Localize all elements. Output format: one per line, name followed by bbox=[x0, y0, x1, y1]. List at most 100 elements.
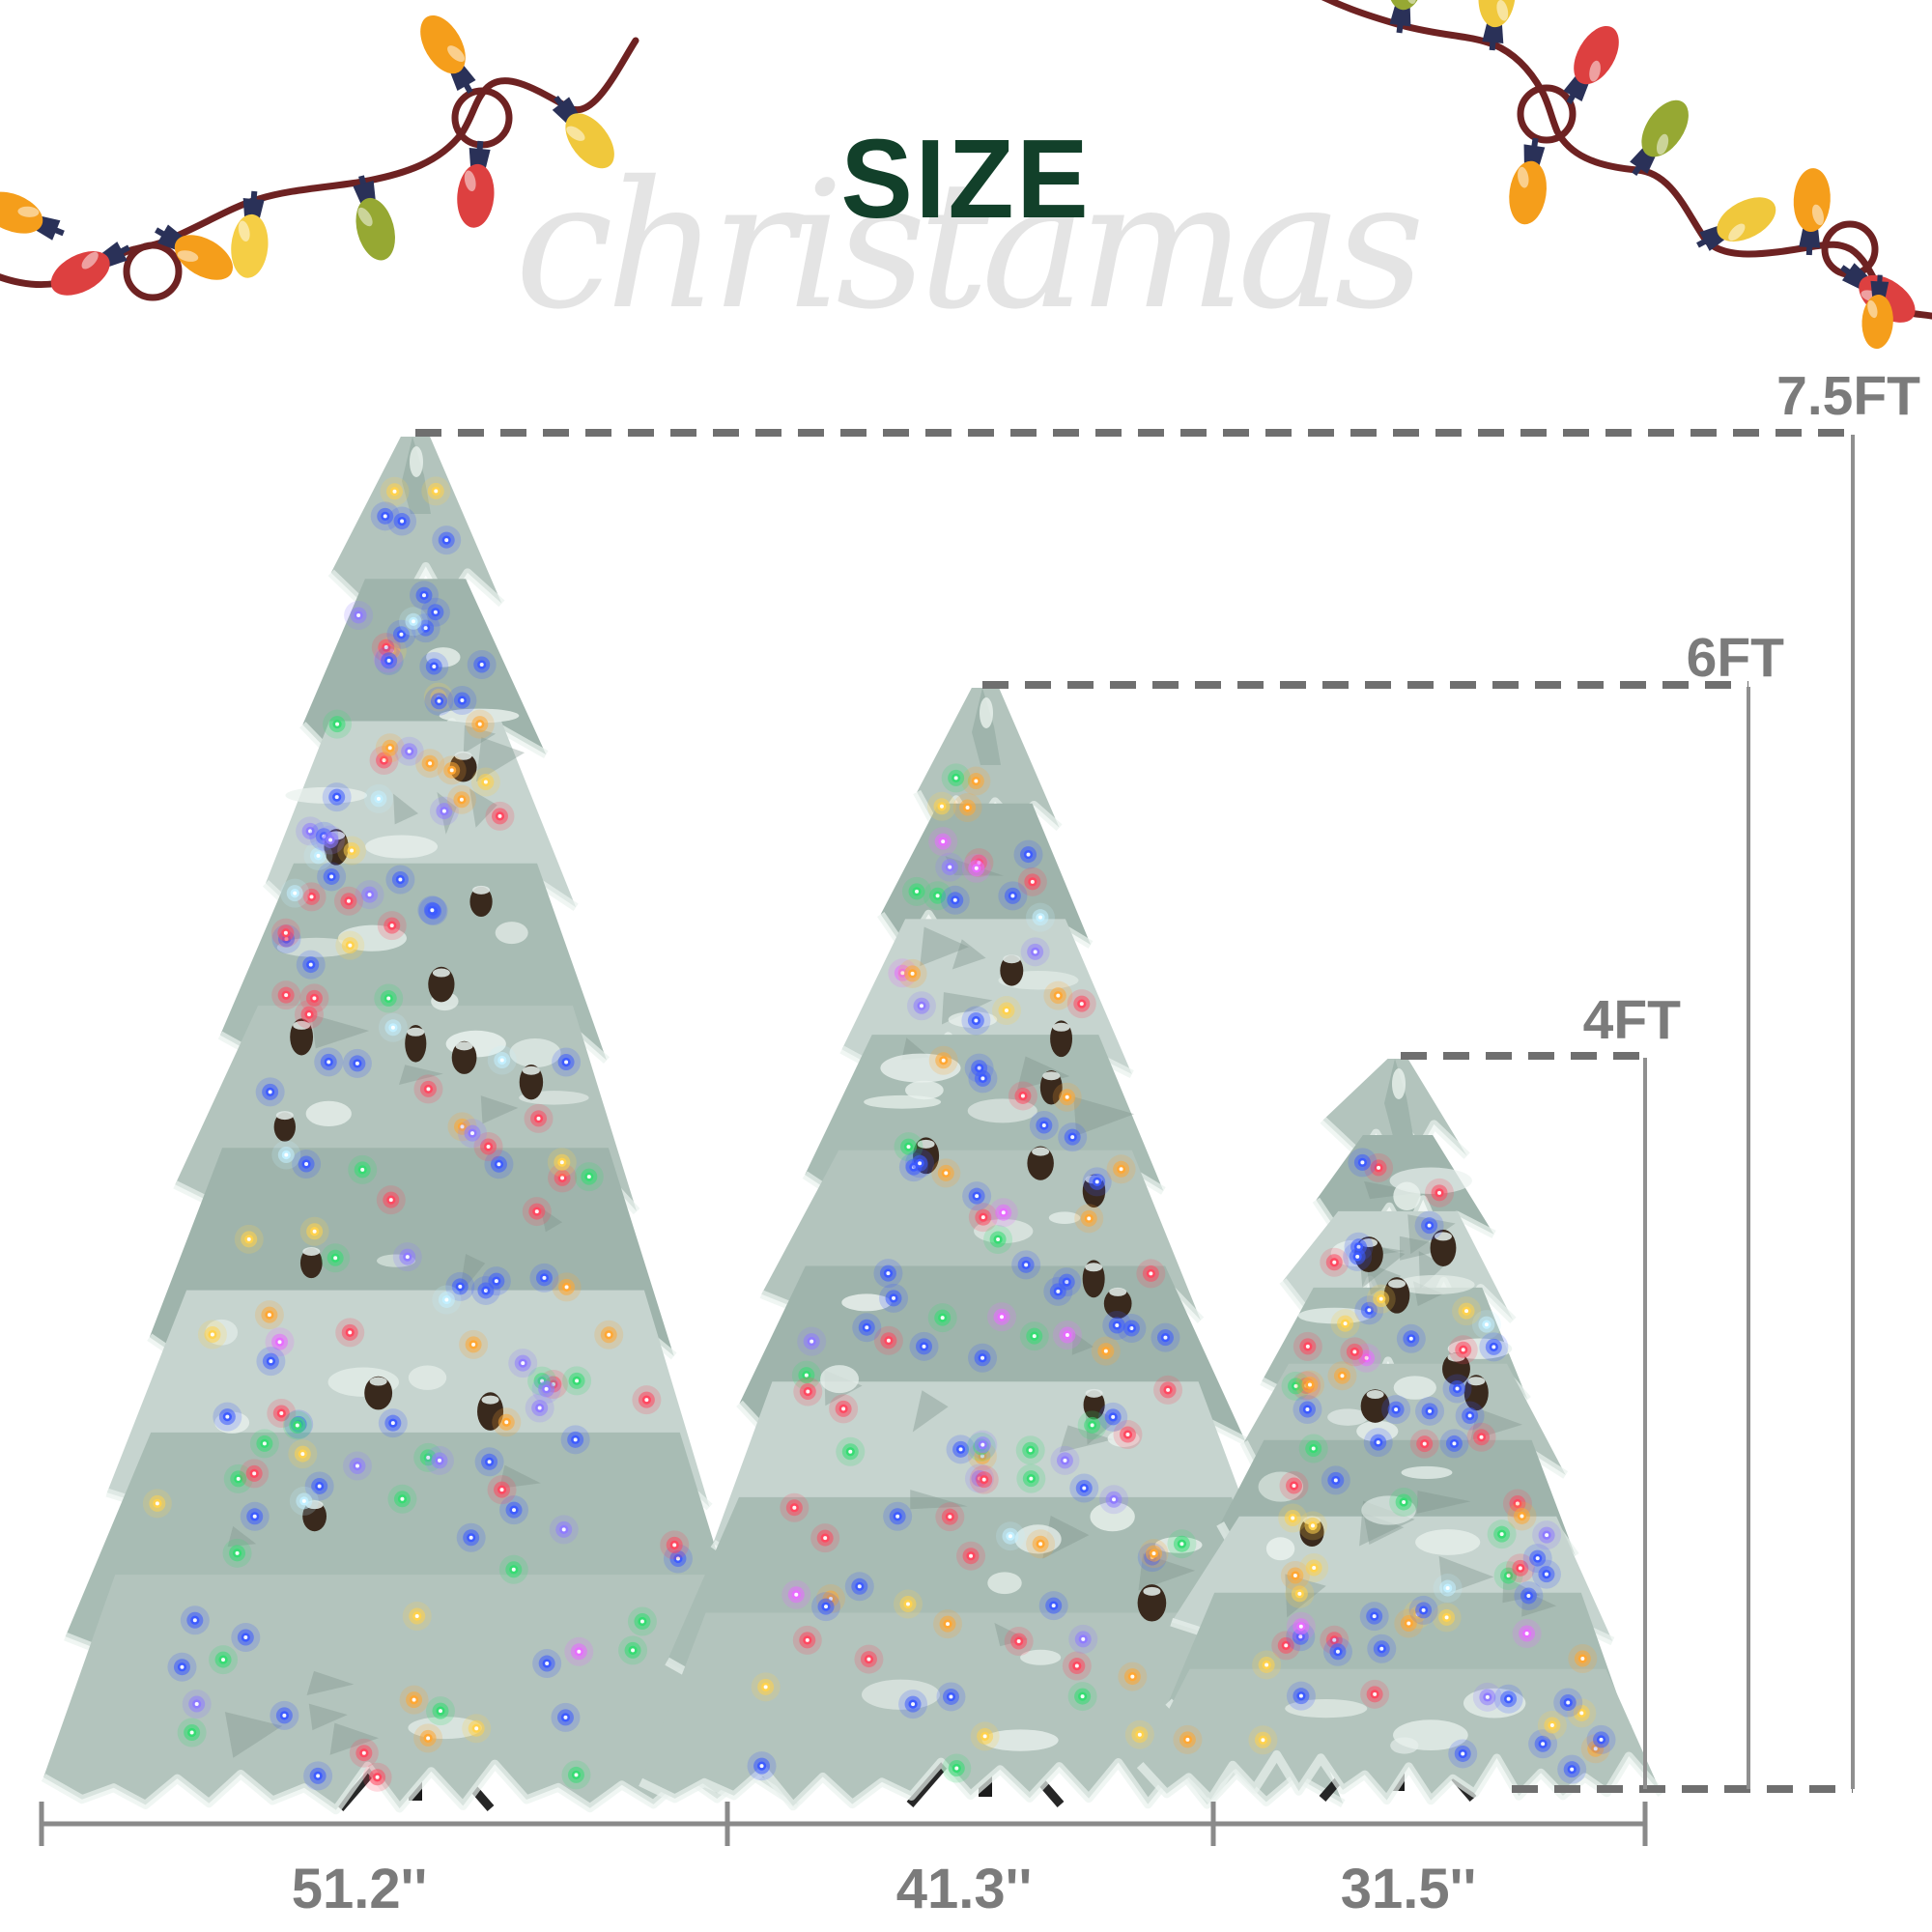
tree-light bbox=[1025, 902, 1055, 932]
page-title: SIZE bbox=[840, 116, 1092, 242]
tree-light bbox=[1512, 1619, 1542, 1649]
string-lights-right bbox=[1321, 0, 1932, 350]
tree-light bbox=[432, 526, 462, 555]
tree-light bbox=[342, 1048, 372, 1078]
tree-light bbox=[297, 882, 327, 912]
tree-light bbox=[969, 1464, 999, 1494]
tree-light bbox=[873, 1325, 903, 1355]
tree-light bbox=[498, 1554, 528, 1584]
tree-light bbox=[1448, 1335, 1478, 1365]
tree-light bbox=[552, 1272, 582, 1302]
tree-light bbox=[1151, 1322, 1180, 1352]
tree-light bbox=[1026, 1529, 1056, 1559]
tree-light bbox=[1098, 1402, 1128, 1432]
tree-light bbox=[487, 1045, 517, 1075]
tree-light bbox=[432, 1285, 462, 1315]
tree-light bbox=[303, 840, 333, 870]
tree-light bbox=[574, 1162, 604, 1192]
tree-light bbox=[299, 983, 329, 1013]
tree-light bbox=[1117, 1313, 1147, 1343]
tree-light bbox=[337, 836, 367, 866]
tree-light bbox=[419, 652, 449, 682]
tree-light bbox=[529, 1263, 559, 1293]
tree-light bbox=[467, 649, 497, 679]
tree-light bbox=[1153, 1375, 1183, 1405]
pinecone bbox=[1027, 1146, 1054, 1180]
tree-light bbox=[1052, 1321, 1082, 1350]
string-light-bulb-orange bbox=[1861, 274, 1893, 350]
tree-light bbox=[485, 801, 515, 831]
tree-light bbox=[632, 1385, 662, 1415]
tree-light bbox=[1113, 1420, 1143, 1450]
pinecone bbox=[302, 1501, 327, 1532]
tree-light bbox=[1433, 1574, 1463, 1604]
tree-light bbox=[1471, 1310, 1501, 1340]
tree-light bbox=[1011, 1250, 1041, 1280]
tree-light bbox=[335, 1318, 365, 1348]
tree-light bbox=[209, 1645, 239, 1675]
tree-light bbox=[375, 733, 405, 763]
tree-light bbox=[437, 755, 467, 785]
tree-light bbox=[1320, 1247, 1350, 1277]
tree-light bbox=[1139, 1539, 1169, 1569]
tree-light bbox=[970, 1721, 1000, 1751]
tree-light bbox=[481, 1266, 511, 1296]
tree-light bbox=[355, 880, 384, 910]
tree-light bbox=[420, 597, 450, 627]
christmas-tree-6ft bbox=[639, 688, 1346, 1811]
tree-light bbox=[394, 736, 424, 766]
tree-light bbox=[231, 1622, 261, 1652]
tree-light bbox=[413, 1074, 443, 1104]
tree-light bbox=[933, 1609, 963, 1639]
tree-light bbox=[1136, 1259, 1166, 1289]
tree-light bbox=[370, 501, 400, 531]
tree-light bbox=[524, 1103, 554, 1133]
tree-light bbox=[304, 1471, 334, 1501]
tree-light bbox=[180, 1605, 210, 1635]
tree-light bbox=[1505, 1553, 1535, 1583]
tree-light bbox=[1396, 1323, 1426, 1353]
tree-light bbox=[564, 1636, 594, 1666]
tree-light bbox=[1074, 1204, 1104, 1234]
tree-light bbox=[457, 1119, 487, 1149]
tree-light bbox=[928, 827, 958, 857]
tree-light bbox=[1330, 1309, 1360, 1339]
tree-light bbox=[1299, 1553, 1329, 1583]
tree-light bbox=[810, 1523, 840, 1553]
tree-light bbox=[1082, 1167, 1112, 1197]
tree-light bbox=[1522, 1544, 1552, 1574]
tree-light bbox=[1409, 1429, 1439, 1459]
tree-light bbox=[1553, 1688, 1583, 1718]
tree-light bbox=[222, 1538, 252, 1568]
tree-light bbox=[363, 783, 393, 813]
tree-light bbox=[398, 607, 428, 637]
tree-light bbox=[459, 1329, 489, 1359]
tree-light bbox=[844, 1572, 874, 1602]
tree-light bbox=[177, 1718, 207, 1747]
string-light-bulb-gold bbox=[552, 96, 614, 169]
tree-light bbox=[836, 1436, 866, 1466]
tree-light bbox=[1414, 1210, 1444, 1240]
tree-light bbox=[348, 1154, 378, 1184]
pinecone bbox=[1442, 1352, 1470, 1385]
tree-light bbox=[1038, 1591, 1068, 1621]
tree-light bbox=[1077, 1410, 1107, 1440]
tree-light bbox=[322, 782, 352, 812]
tree-light bbox=[473, 1132, 503, 1162]
tree-light bbox=[167, 1652, 197, 1682]
tree-light bbox=[1568, 1643, 1598, 1673]
tree-light bbox=[522, 1197, 552, 1227]
tree-light bbox=[923, 881, 952, 911]
tree-light bbox=[811, 1592, 841, 1622]
tree-light bbox=[1285, 1578, 1315, 1608]
tree-light bbox=[376, 1185, 406, 1215]
tree-light bbox=[893, 1589, 923, 1619]
tree-light bbox=[299, 1216, 329, 1246]
tree-light bbox=[1016, 1463, 1046, 1493]
tree-light bbox=[1394, 1608, 1424, 1638]
tree-light bbox=[424, 1445, 454, 1475]
tree-light bbox=[456, 1522, 486, 1552]
tree-light bbox=[941, 763, 971, 793]
string-lights bbox=[0, 0, 1932, 350]
